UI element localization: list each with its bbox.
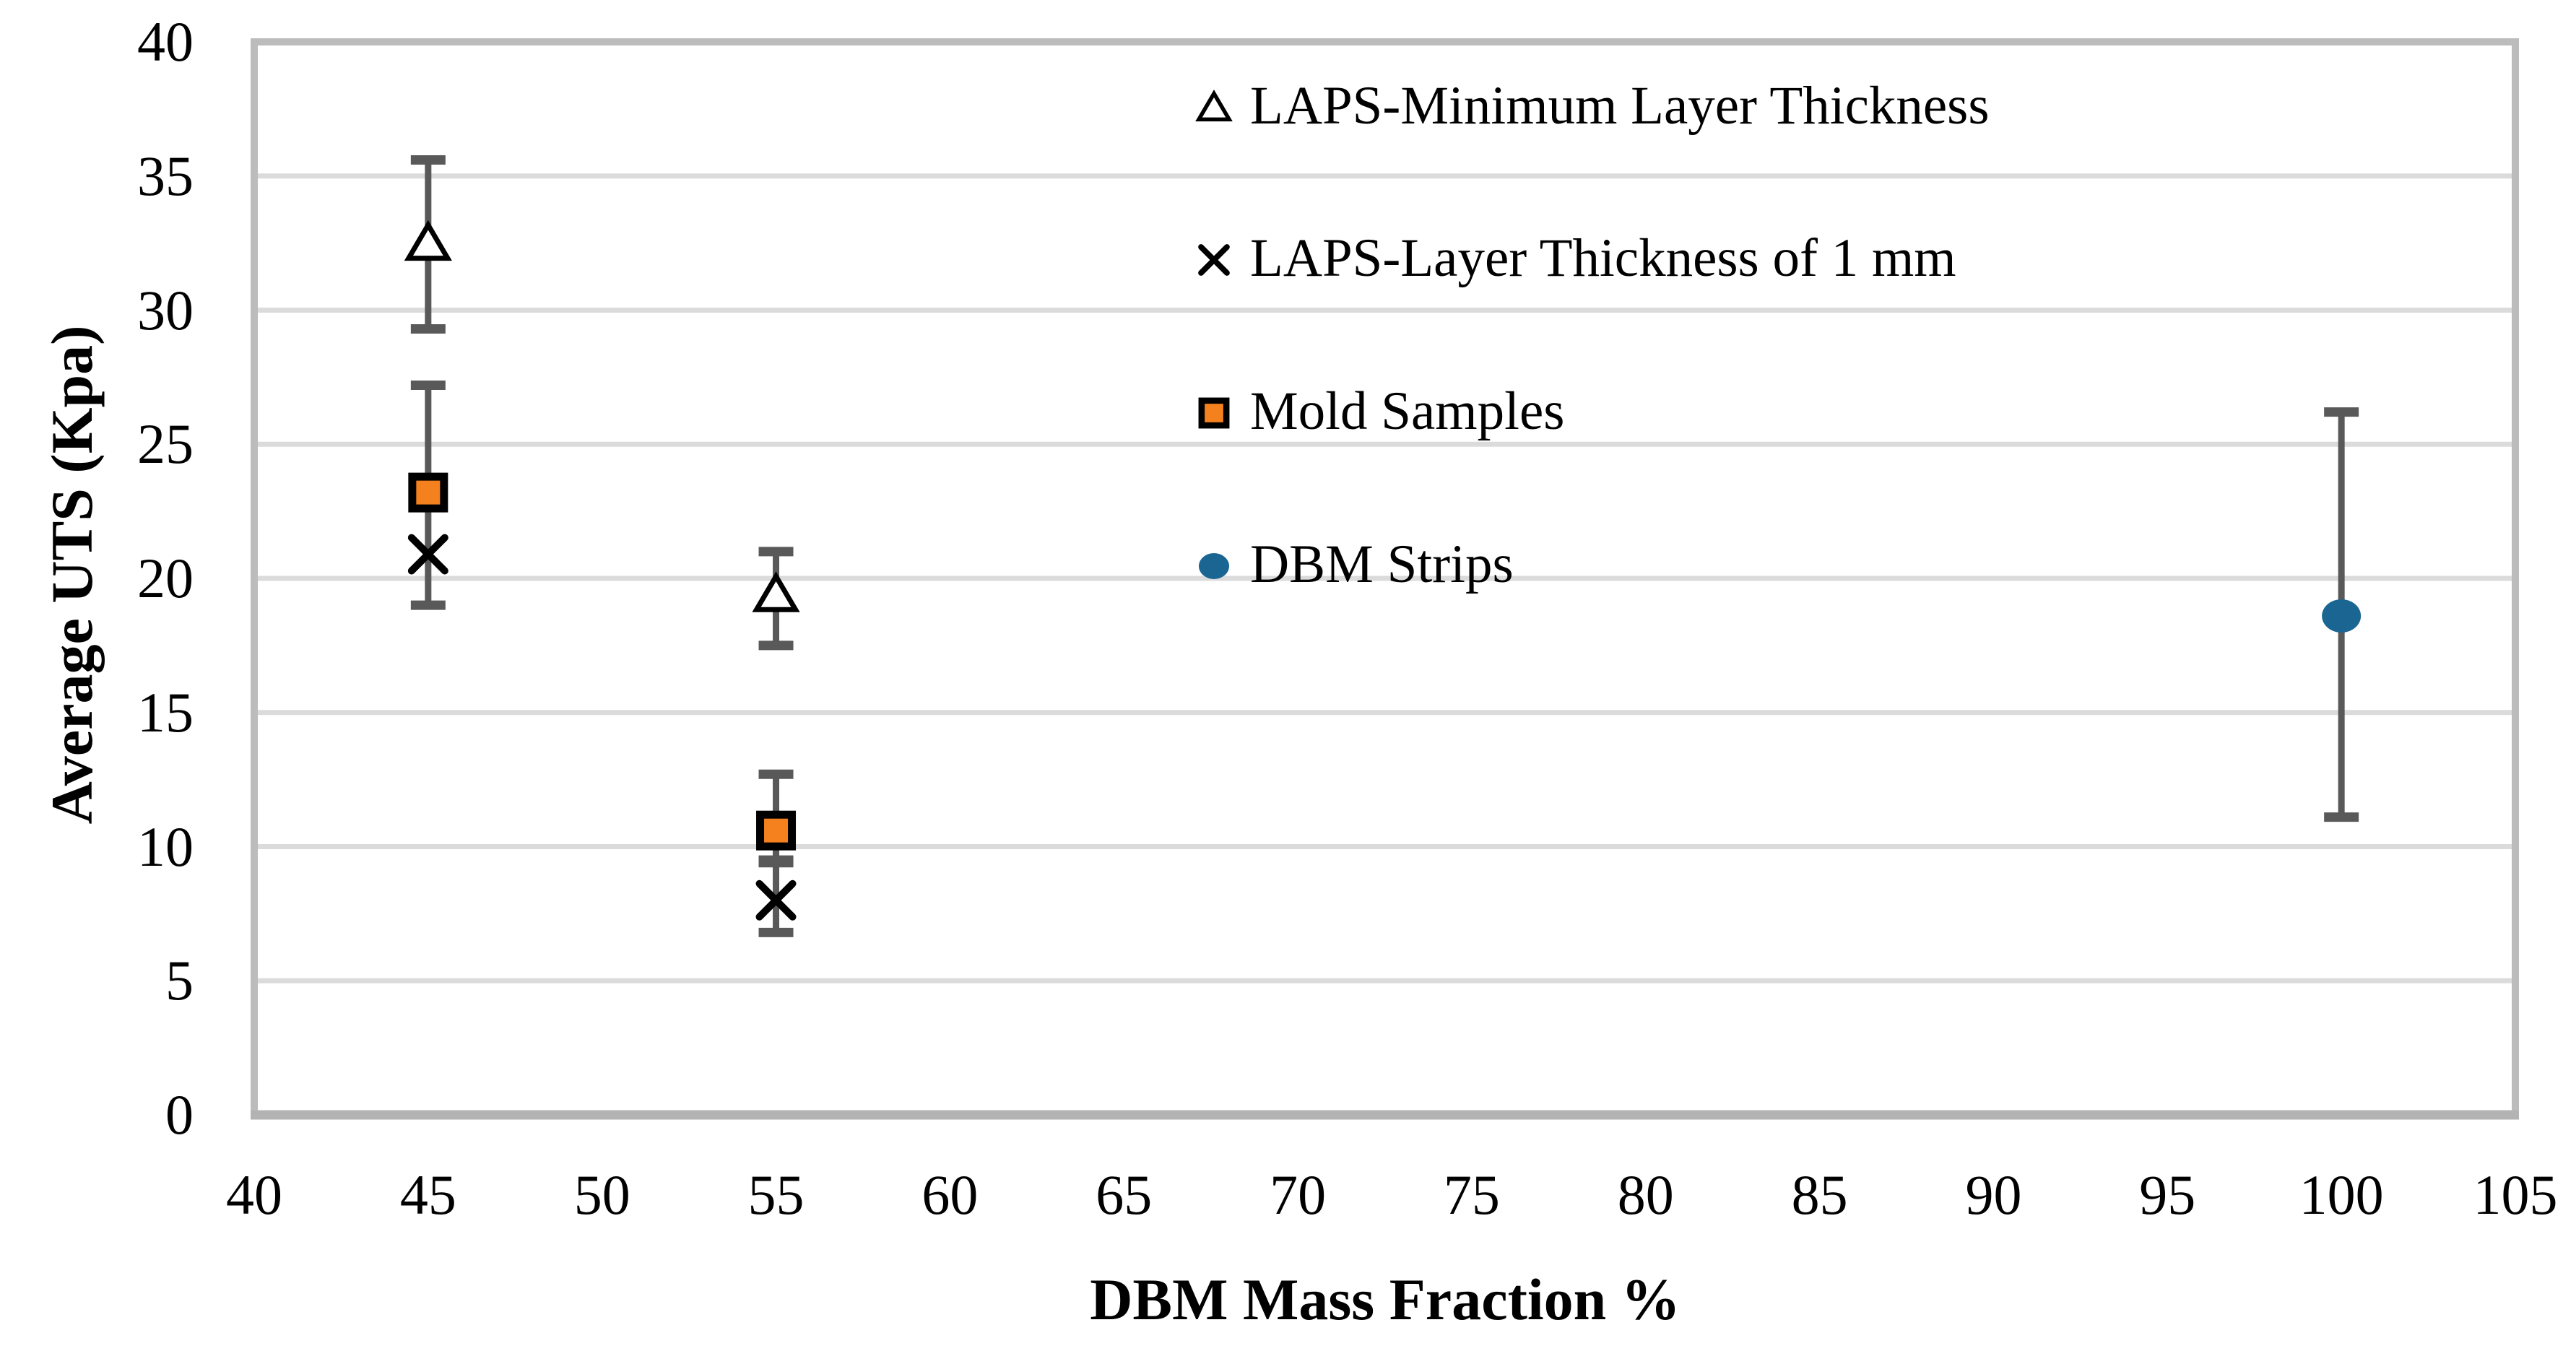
x-tick-label-40: 40	[226, 1163, 282, 1226]
x-tick-label-105: 105	[2473, 1163, 2558, 1226]
legend-item-2: LAPS-Layer Thickness of 1 mm	[1188, 224, 1956, 293]
y-tick-label-40: 40	[137, 10, 194, 73]
legend-triangle-open-icon	[1188, 80, 1240, 132]
marker-triangle-open-x45	[404, 220, 452, 261]
x-tick-label-50: 50	[573, 1163, 630, 1226]
y-tick-label-30: 30	[137, 278, 194, 342]
legend-x-icon	[1188, 233, 1240, 284]
x-tick-label-80: 80	[1617, 1163, 1674, 1226]
x-tick-label-55: 55	[747, 1163, 805, 1226]
legend-label: Mold Samples	[1250, 381, 1565, 441]
x-tick-label-65: 65	[1096, 1163, 1153, 1226]
marker-x-x55	[755, 879, 797, 921]
legend-square-icon	[1188, 386, 1240, 438]
marker-square-x45	[408, 472, 448, 513]
x-tick-label-75: 75	[1443, 1163, 1500, 1226]
x-axis-title: DBM Mass Fraction %	[1090, 1267, 1681, 1332]
x-tick-label-85: 85	[1791, 1163, 1848, 1226]
marker-circle-x100	[2322, 599, 2362, 633]
x-tick-label-90: 90	[1965, 1163, 2022, 1226]
x-tick-label-70: 70	[1270, 1163, 1327, 1226]
marker-x-x45	[407, 534, 448, 575]
legend-label: LAPS-Minimum Layer Thickness	[1250, 76, 1990, 136]
x-tick-label-45: 45	[399, 1163, 456, 1226]
y-tick-label-20: 20	[137, 547, 194, 609]
legend-label: LAPS-Layer Thickness of 1 mm	[1250, 228, 1956, 288]
legend-label: DBM Strips	[1250, 534, 1514, 594]
legend-item-3: Mold Samples	[1188, 377, 1564, 446]
legend-item-1: LAPS-Minimum Layer Thickness	[1188, 71, 1990, 141]
y-tick-label-25: 25	[137, 412, 194, 476]
x-tick-label-95: 95	[2139, 1163, 2196, 1226]
y-tick-label-35: 35	[137, 144, 194, 207]
y-tick-label-15: 15	[137, 680, 194, 744]
y-tick-label-10: 10	[137, 814, 194, 878]
legend-circle-icon	[1188, 539, 1240, 591]
y-tick-label-0: 0	[165, 1083, 194, 1146]
x-tick-label-100: 100	[2299, 1163, 2384, 1226]
legend-item-4: DBM Strips	[1188, 530, 1514, 599]
x-tick-label-60: 60	[921, 1163, 979, 1226]
marker-square-x55	[756, 810, 797, 851]
y-tick-label-5: 5	[165, 949, 194, 1012]
marker-triangle-open-x55	[752, 571, 800, 612]
